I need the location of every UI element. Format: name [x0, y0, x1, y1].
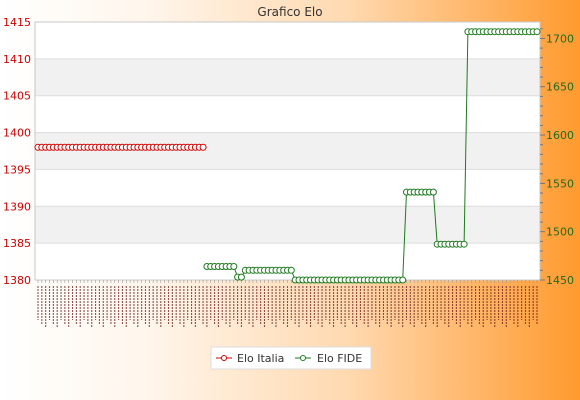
right-tick-label: 1450 — [546, 274, 574, 287]
left-tick-label: 1410 — [3, 53, 31, 66]
grid-band — [35, 243, 540, 280]
grid-band — [35, 22, 540, 59]
grid-bands — [35, 22, 540, 280]
left-tick-label: 1395 — [3, 163, 31, 176]
left-tick-label: 1385 — [3, 237, 31, 250]
legend-marker-elo-fide — [300, 355, 306, 361]
left-tick-label: 1415 — [3, 16, 31, 29]
legend-label-elo-fide: Elo FIDE — [317, 352, 362, 365]
left-axis-ticks: 1380 1385 1390 1395 1400 1405 1410 1415 — [3, 16, 31, 287]
point-elo-italia — [199, 143, 207, 151]
legend-label-elo-italia: Elo Italia — [237, 352, 284, 365]
grid-band — [35, 206, 540, 244]
series-elo-italia — [34, 143, 207, 151]
point-elo-fide — [237, 273, 245, 281]
legend-item-elo-fide: Elo FIDE — [295, 352, 362, 365]
left-tick-label: 1390 — [3, 200, 31, 213]
right-tick-label: 1550 — [546, 177, 574, 190]
legend-box — [210, 346, 372, 370]
grid-band — [35, 95, 540, 133]
point-elo-fide — [230, 263, 238, 270]
right-tick-label: 1500 — [546, 226, 574, 239]
left-tick-label: 1405 — [3, 90, 31, 103]
left-tick-label: 1380 — [3, 274, 31, 287]
chart-title: Grafico Elo — [257, 5, 322, 19]
legend-marker-elo-italia — [221, 355, 227, 361]
point-elo-fide — [460, 240, 468, 248]
point-elo-fide — [287, 266, 295, 274]
series-elo-fide — [203, 28, 541, 284]
left-tick-label: 1400 — [3, 127, 31, 140]
right-tick-label: 1650 — [546, 81, 574, 94]
right-tick-label: 1600 — [546, 129, 574, 142]
legend: Elo Italia Elo FIDE — [210, 346, 372, 370]
point-elo-fide — [429, 188, 437, 196]
x-axis-labels — [37, 280, 538, 328]
grid-band — [35, 132, 540, 170]
point-elo-fide — [399, 276, 407, 284]
legend-item-elo-italia: Elo Italia — [216, 352, 284, 365]
point-elo-fide — [533, 28, 541, 36]
grid-band — [35, 169, 540, 207]
right-axis-ticks: 1450 1500 1550 1600 1650 1700 — [539, 22, 574, 287]
right-tick-label: 1700 — [546, 32, 574, 45]
grid-band — [35, 58, 540, 96]
